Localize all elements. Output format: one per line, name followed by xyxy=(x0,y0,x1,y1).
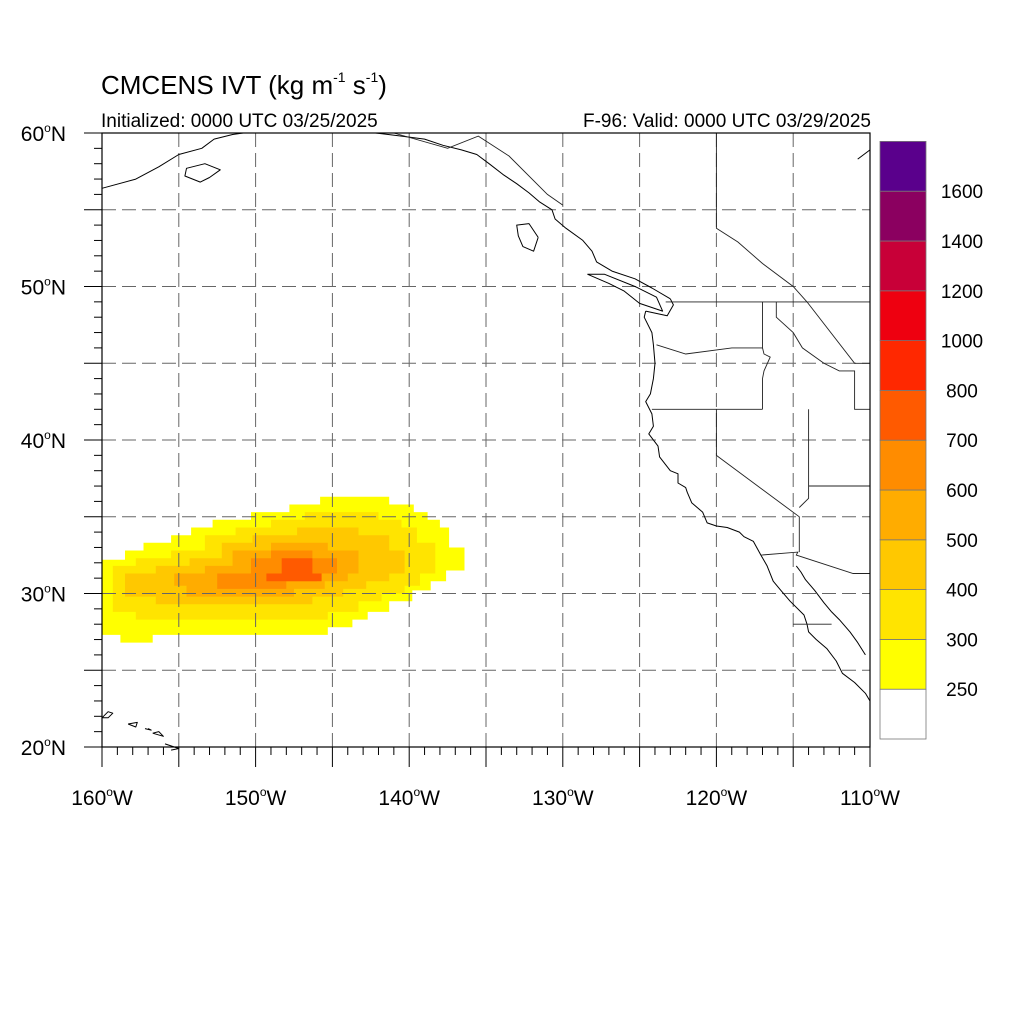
coastline xyxy=(184,163,221,183)
coastlines xyxy=(101,132,871,751)
colorbar-bin xyxy=(879,439,927,491)
title-exponent-2: -1 xyxy=(365,69,379,85)
coastline xyxy=(101,711,114,719)
ivt-shading xyxy=(102,496,465,643)
lon-label-160: 160oW xyxy=(71,785,133,810)
border-line xyxy=(715,409,800,553)
colorbar-label-1000: 1000 xyxy=(941,332,983,353)
lon-label-150: 150oW xyxy=(225,785,287,810)
border-line xyxy=(656,344,763,355)
border-line xyxy=(393,132,564,206)
longitude-labels: 160oW 150oW 140oW 130oW 120oW 110oW xyxy=(71,785,900,810)
colorbar-label-800: 800 xyxy=(946,381,978,402)
colorbar-label-700: 700 xyxy=(946,431,978,452)
political-borders xyxy=(393,132,870,625)
colorbar-label-500: 500 xyxy=(946,531,978,552)
lon-label-130: 130oW xyxy=(532,785,594,810)
coastline xyxy=(152,731,164,737)
coastline xyxy=(857,149,871,160)
coastline xyxy=(101,132,244,189)
colorbar-bin xyxy=(879,340,927,391)
colorbar-label-300: 300 xyxy=(946,630,978,651)
lon-label-110: 110oW xyxy=(840,785,900,810)
colorbar-bin xyxy=(879,290,927,341)
valid-time: F-96: Valid: 0000 UTC 03/29/2025 xyxy=(583,111,871,132)
colorbar-bin xyxy=(879,240,927,292)
border-line xyxy=(715,133,808,303)
map-title: CMCENS IVT (kg m-1 s-1) xyxy=(101,70,387,98)
title-model: CMCENS IVT xyxy=(101,70,261,100)
coastline xyxy=(795,565,866,656)
lat-label-50: 50oN xyxy=(21,275,66,300)
colorbar-bin xyxy=(879,140,927,192)
colorbar-label-600: 600 xyxy=(946,481,978,502)
colorbar-bin xyxy=(879,489,927,541)
border-line xyxy=(762,301,771,410)
colorbar-bin xyxy=(879,539,927,590)
title-units-mid: s xyxy=(352,70,366,100)
initialized-time: Initialized: 0000 UTC 03/25/2025 xyxy=(101,111,378,132)
lat-lon-grid xyxy=(102,133,870,747)
colorbar-label-400: 400 xyxy=(946,581,978,602)
lat-label-20: 20oN xyxy=(21,735,66,760)
lat-label-60: 60oN xyxy=(21,121,66,146)
coastline xyxy=(516,223,539,252)
colorbar-bin xyxy=(879,389,927,441)
lat-label-40: 40oN xyxy=(21,428,66,453)
coastline xyxy=(643,310,871,702)
axis-ticks xyxy=(84,132,871,767)
title-exponent-1: -1 xyxy=(333,69,346,85)
border-line xyxy=(775,301,870,410)
colorbar-label-1600: 1600 xyxy=(941,182,983,203)
title-units-open: (kg m xyxy=(268,70,334,100)
colorbar: 250 300 400 500 600 700 800 1000 1200 1400 1600 xyxy=(879,140,983,740)
coastline xyxy=(144,728,152,731)
colorbar-label-250: 250 xyxy=(946,680,978,701)
colorbar-label-1200: 1200 xyxy=(941,282,983,303)
lat-label-30: 30oN xyxy=(21,582,66,607)
title-units-close: ) xyxy=(378,70,387,100)
border-line xyxy=(760,551,870,574)
colorbar-label-1400: 1400 xyxy=(941,232,983,253)
colorbar-bin xyxy=(879,190,927,242)
coastline xyxy=(127,721,138,728)
ivt-region-700 xyxy=(266,558,322,582)
colorbar-bin xyxy=(879,688,927,740)
lon-label-140: 140oW xyxy=(378,785,440,810)
latitude-labels: 60oN 50oN 40oN 30oN 20oN xyxy=(21,121,66,760)
border-line xyxy=(798,409,810,508)
border-line xyxy=(806,301,870,364)
colorbar-bin xyxy=(879,639,927,690)
coastline xyxy=(587,273,664,312)
colorbar-bin xyxy=(879,589,927,640)
coastline xyxy=(355,132,671,300)
lon-label-120: 120oW xyxy=(686,785,748,810)
